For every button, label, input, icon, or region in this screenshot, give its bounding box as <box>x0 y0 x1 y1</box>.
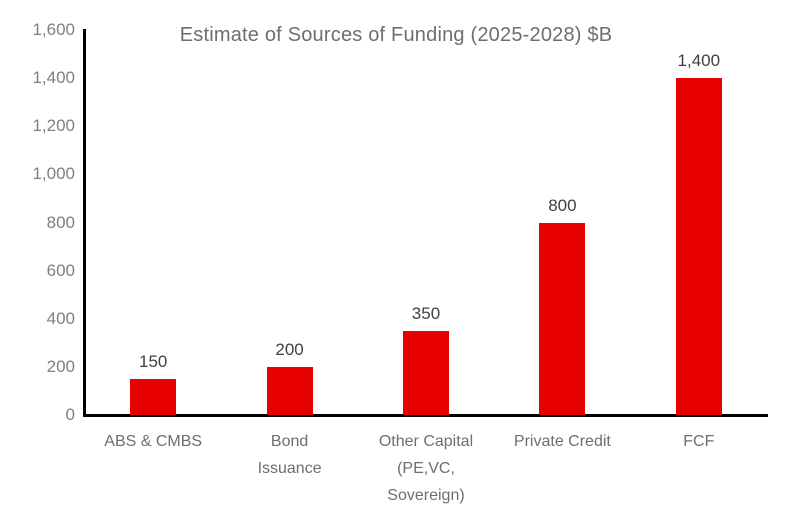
bar <box>539 222 586 415</box>
y-tick-label: 600 <box>46 260 75 280</box>
bar <box>675 78 722 415</box>
y-tick-label: 400 <box>46 308 75 328</box>
x-category-label-line: Sovereign) <box>387 487 465 504</box>
x-category-label: FCF <box>631 428 767 455</box>
x-category-label-line: Bond <box>270 433 309 450</box>
x-category-label-line: Other Capital <box>378 433 474 450</box>
x-category-label: ABS & CMBS <box>85 428 221 455</box>
y-tick-label: 200 <box>46 356 75 376</box>
x-axis-line <box>83 414 768 417</box>
x-category-label-line: Private Credit <box>513 433 611 450</box>
bar-value-label: 1,400 <box>677 51 721 71</box>
y-tick-label: 1,600 <box>32 20 75 39</box>
y-tick-label: 1,000 <box>32 164 75 184</box>
x-category-label: Bond Issuance <box>221 428 357 482</box>
bar-value-label: 200 <box>275 339 304 359</box>
bar <box>130 378 177 415</box>
chart-title: Estimate of Sources of Funding (2025-202… <box>179 24 613 46</box>
x-category-label: Private Credit <box>494 428 630 455</box>
bar-value-label: 150 <box>139 351 168 371</box>
x-category-label-line: ABS & CMBS <box>104 433 203 450</box>
x-category-label-line: (PE,VC, <box>397 460 455 477</box>
x-category-label-line: FCF <box>683 433 715 450</box>
x-category-label-line: Issuance <box>257 460 322 477</box>
bar-value-label: 800 <box>548 195 577 215</box>
bar-value-label: 350 <box>411 303 441 323</box>
y-tick-label: 1,400 <box>32 68 75 88</box>
y-axis-line <box>83 29 86 417</box>
bar <box>403 330 449 415</box>
y-tick-label: 0 <box>65 405 75 424</box>
y-tick-label: 800 <box>46 212 75 232</box>
bar <box>266 366 313 415</box>
y-tick-label: 1,200 <box>32 116 75 136</box>
x-category-label: Other Capital (PE,VC, Sovereign) <box>358 428 494 509</box>
